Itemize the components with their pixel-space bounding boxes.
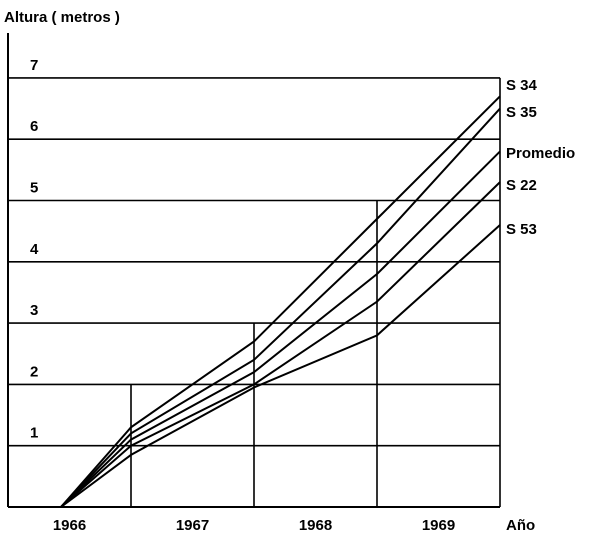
series-line [60,224,501,508]
y-tick-label: 6 [30,118,38,135]
series-label: S 35 [506,104,537,121]
series-label: S 22 [506,177,537,194]
y-tick-label: 1 [30,425,38,442]
series-lines [60,95,501,508]
x-tick-label: 1968 [299,517,332,534]
series-line [60,95,501,508]
grid [8,77,501,507]
series-line [60,150,501,508]
x-axis-label: Año [506,517,535,534]
y-tick-label: 3 [30,302,38,319]
y-tick-labels: 1 2 3 4 5 6 7 [30,57,39,442]
y-tick-label: 7 [30,57,38,74]
x-tick-label: 1966 [53,517,86,534]
y-tick-label: 4 [30,241,39,258]
series-line [60,107,501,508]
y-tick-label: 2 [30,363,38,380]
y-axis-label: Altura ( metros ) [4,9,120,26]
x-tick-label: 1967 [176,517,209,534]
series-labels: S 34 S 35 Promedio S 22 S 53 [506,77,575,238]
series-label: S 53 [506,221,537,238]
x-tick-label: 1969 [422,517,455,534]
series-label: Promedio [506,145,575,162]
x-tick-labels: 1966 1967 1968 1969 [53,517,455,534]
series-line [60,181,501,508]
axes [7,33,500,508]
series-label: S 34 [506,77,538,94]
y-tick-label: 5 [30,180,38,197]
